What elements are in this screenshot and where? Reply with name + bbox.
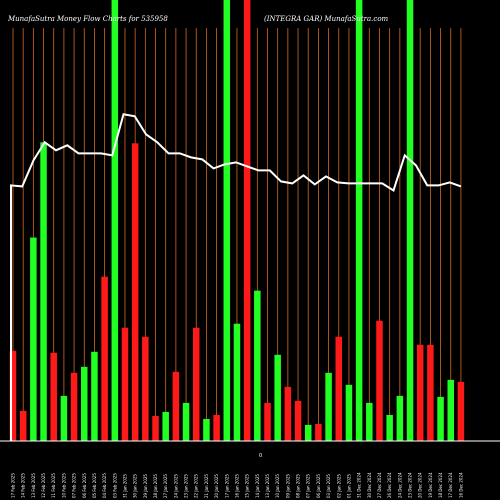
x-tick-label: 22 Jan 2025 — [194, 474, 199, 498]
x-tick-label: 02 Jan 2025 — [336, 474, 341, 498]
money-flow-bar — [427, 344, 434, 441]
money-flow-bar — [376, 320, 383, 441]
x-tick-label: 17 Feb 2025 — [11, 473, 16, 498]
money-flow-bar — [447, 379, 454, 441]
money-flow-bar — [264, 402, 271, 441]
money-flow-bar — [355, 0, 363, 441]
money-flow-bar — [192, 327, 200, 441]
money-flow-bar — [50, 352, 57, 441]
money-flow-bar — [294, 400, 302, 441]
x-tick-label: 13 Feb 2025 — [31, 473, 36, 498]
x-tick-labels: 17 Feb 2025 14 Feb 2025 13 Feb 2025 12 Feb … — [11, 472, 464, 498]
x-tick-label: 11 Feb 2025 — [51, 473, 56, 498]
x-tick-label: 10 Jan 2025 — [275, 474, 280, 498]
x-tick-label: 04 Feb 2025 — [102, 473, 107, 498]
money-flow-bar — [457, 381, 465, 441]
money-flow-bar — [142, 336, 149, 441]
money-flow-bar — [101, 276, 108, 441]
money-flow-bars — [9, 0, 465, 441]
money-flow-bar — [335, 336, 343, 441]
x-tick-label: 24 Dec 2024 — [397, 472, 402, 498]
money-flow-bar — [325, 372, 332, 441]
chart-title-left: MunafaSutra Money Flow Charts for 535958 — [7, 15, 168, 23]
x-tick-label: 23 Jan 2025 — [184, 474, 189, 498]
x-tick-label: 30 Jan 2025 — [133, 474, 138, 498]
money-flow-bar — [60, 395, 68, 441]
money-flow-bar — [91, 351, 98, 441]
money-flow-bar — [243, 0, 251, 441]
money-flow-bar — [304, 424, 312, 441]
money-flow-bar — [40, 142, 47, 441]
money-flow-bar — [386, 414, 393, 441]
x-tick-label: 27 Jan 2025 — [163, 474, 168, 498]
x-tick-label: 12 Feb 2025 — [41, 473, 46, 498]
money-flow-bar — [172, 371, 180, 441]
x-tick-label: 20 Dec 2024 — [418, 472, 423, 498]
money-flow-bar — [366, 402, 373, 441]
x-tick-label: 19 Dec 2024 — [428, 472, 433, 498]
money-flow-bar — [213, 414, 220, 441]
money-flow-bar — [81, 366, 88, 441]
money-flow-bar — [345, 384, 353, 441]
x-tick-label: 10 Feb 2025 — [61, 473, 66, 498]
x-tick-label: 03 Jan 2025 — [326, 474, 331, 498]
x-tick-label: 26 Dec 2024 — [387, 472, 392, 498]
x-tick-label: 30 Dec 2024 — [367, 472, 372, 498]
money-flow-bar — [131, 143, 139, 441]
x-tick-label: 14 Feb 2025 — [21, 473, 26, 498]
money-flow-bar — [406, 0, 414, 441]
x-tick-label: 07 Jan 2025 — [306, 474, 311, 498]
x-tick-label: 21 Jan 2025 — [204, 474, 209, 498]
x-tick-label: 27 Dec 2024 — [377, 472, 382, 498]
x-tick-label: 17 Dec 2024 — [448, 472, 453, 498]
x-tick-label: 07 Feb 2025 — [72, 473, 77, 498]
x-tick-label: 31 Dec 2024 — [357, 472, 362, 498]
x-tick-label: 17 Jan 2025 — [224, 474, 229, 498]
x-tick-label: 08 Jan 2025 — [296, 474, 301, 498]
money-flow-bar — [274, 354, 281, 441]
x-tick-label: 18 Dec 2024 — [438, 472, 443, 498]
x-tick-label: 23 Dec 2024 — [408, 472, 413, 498]
money-flow-bar — [315, 423, 322, 441]
money-flow-bar — [182, 402, 190, 441]
x-tick-label: 03 Feb 2025 — [112, 473, 117, 498]
x-tick-label: 05 Feb 2025 — [92, 473, 97, 498]
money-flow-bar — [19, 410, 27, 441]
money-flow-bar — [203, 418, 210, 441]
money-flow-bar — [30, 237, 37, 441]
x-tick-label: 06 Feb 2025 — [82, 473, 87, 498]
x-tick-label: 29 Jan 2025 — [143, 474, 148, 498]
x-tick-label: 24 Jan 2025 — [173, 474, 178, 498]
x-tick-label: 06 Jan 2025 — [316, 474, 321, 498]
x-tick-label: 31 Jan 2025 — [122, 474, 127, 498]
money-flow-bar — [152, 415, 159, 441]
x-tick-label: 20 Jan 2025 — [214, 474, 219, 498]
money-flow-bar — [162, 411, 169, 441]
x-tick-label: 09 Jan 2025 — [285, 474, 290, 498]
money-flow-bar — [233, 323, 241, 441]
money-flow-bar — [111, 0, 119, 441]
money-flow-bar — [254, 290, 261, 441]
x-tick-label: 16 Jan 2025 — [234, 474, 239, 498]
money-flow-bar — [437, 396, 444, 441]
axis-zero-marker: 0 — [259, 453, 262, 459]
money-flow-bar — [223, 0, 231, 441]
price-line-layer — [10, 113, 462, 441]
money-flow-bar — [284, 386, 292, 441]
x-tick-label: 28 Jan 2025 — [153, 474, 158, 498]
x-tick-label: 15 Jan 2025 — [245, 474, 250, 498]
price-line — [10, 113, 462, 441]
money-flow-bar — [396, 395, 404, 441]
x-tick-label: 01 Jan 2025 — [346, 474, 351, 498]
money-flow-bar — [121, 327, 129, 441]
money-flow-bar — [70, 372, 78, 441]
x-tick-label: 16 Dec 2024 — [458, 472, 463, 498]
money-flow-bar — [9, 350, 17, 441]
x-tick-label: 13 Jan 2025 — [265, 474, 270, 498]
money-flow-bar — [416, 344, 424, 441]
x-tick-label: 14 Jan 2025 — [255, 474, 260, 498]
chart-title-right: (INTEGRA GAR) MunafaSutra.com — [264, 15, 389, 23]
